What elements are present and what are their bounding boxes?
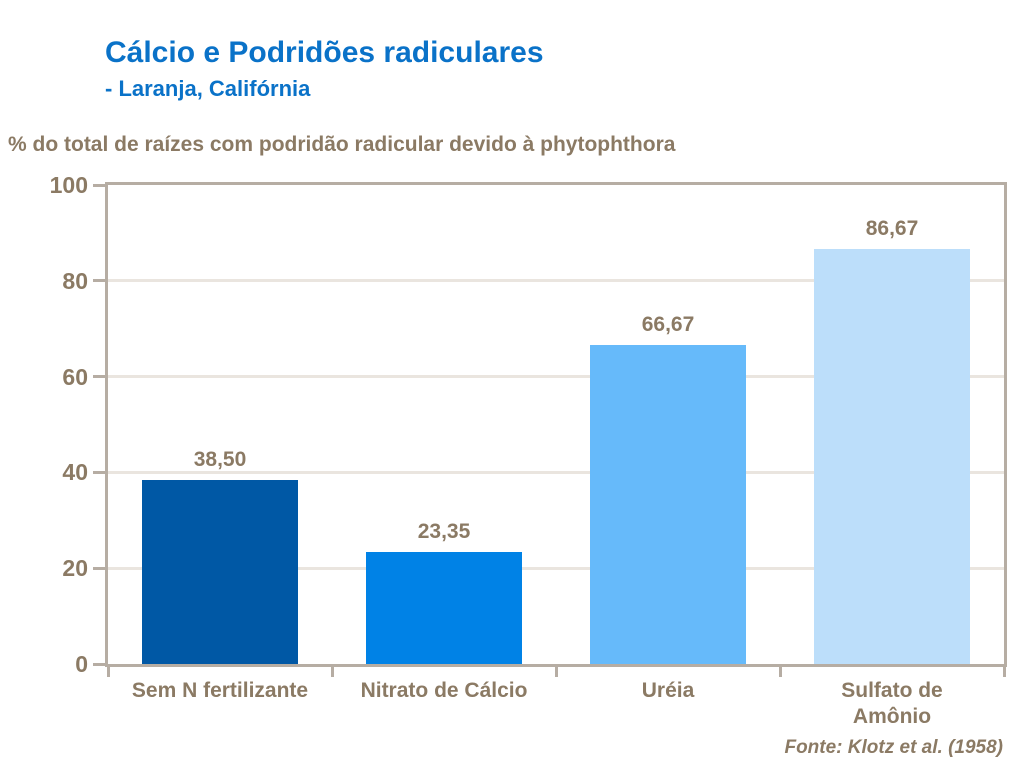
category-label: Sulfato de Amônio (841, 679, 943, 728)
bar-3 (589, 344, 747, 664)
category-label: Nitrato de Cálcio (360, 679, 528, 702)
y-axis-tick-mark (93, 662, 108, 666)
category-label: Sem N fertilizante (131, 679, 309, 702)
bar-2 (365, 552, 523, 664)
gridline-80 (108, 279, 1004, 283)
y-axis-title: % do total de raízes com podridão radicu… (8, 133, 676, 156)
y-axis-tick-mark (93, 470, 108, 474)
x-axis-tick-mark (106, 664, 110, 677)
y-axis-tick-mark (93, 183, 108, 187)
plot-area: 0 20 40 60 80 100 38,50 Sem N fertilizante 23,35… (50, 172, 1007, 728)
y-axis-tick-label: 0 (75, 651, 88, 677)
x-axis-tick-mark (1002, 664, 1006, 677)
x-axis-tick-mark (778, 664, 782, 677)
bar-value-label: 66,67 (641, 312, 695, 336)
y-axis-tick-label: 80 (62, 267, 88, 294)
gridline-60 (108, 375, 1004, 379)
chart-title: Cálcio e Podridões radiculares (105, 36, 544, 69)
y-axis-tick-label: 60 (62, 363, 88, 390)
y-axis-tick-label: 20 (62, 555, 88, 582)
x-axis-tick-mark (330, 664, 334, 677)
bar-value-label: 38,50 (193, 447, 247, 471)
category-label: Uréia (641, 679, 695, 702)
x-axis-tick-mark (554, 664, 558, 677)
bar-value-label: 86,67 (865, 216, 919, 240)
y-axis-tick-mark (93, 566, 108, 570)
y-axis-tick-mark (93, 279, 108, 283)
chart-subtitle: - Laranja, Califórnia (105, 76, 311, 101)
y-axis-tick-label: 100 (49, 172, 88, 198)
gridline-40 (108, 470, 1004, 474)
y-axis-tick-label: 40 (62, 459, 88, 486)
bar-1 (141, 479, 299, 664)
bar-4 (813, 248, 971, 664)
gridline-20 (108, 566, 1004, 570)
source-citation: Fonte: Klotz et al. (1958) (784, 737, 1003, 758)
y-axis-tick-mark (93, 375, 108, 379)
bar-value-label: 23,35 (417, 520, 471, 544)
